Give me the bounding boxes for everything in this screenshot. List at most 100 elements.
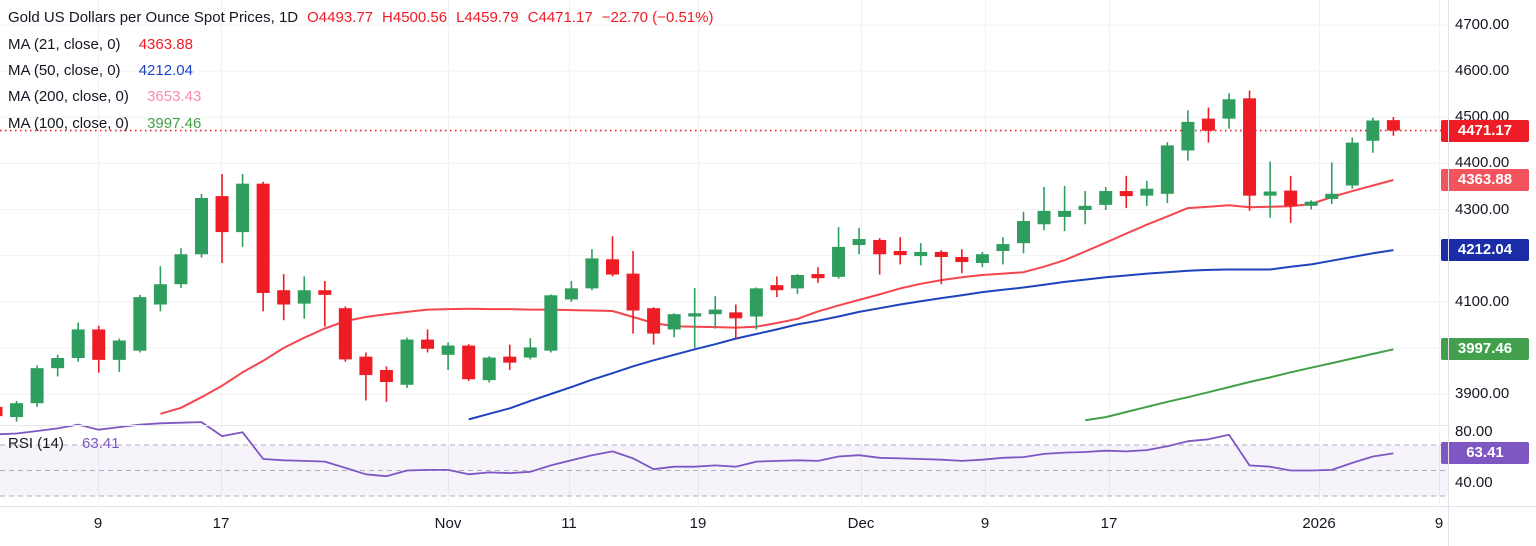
candle-down[interactable] <box>934 251 948 258</box>
indicator-ma200-row[interactable]: MA (200, close, 0) 3653.43 <box>8 86 201 107</box>
candle-up[interactable] <box>133 297 147 351</box>
candle-up[interactable] <box>1058 210 1072 217</box>
candle-down[interactable] <box>770 285 784 291</box>
chart-canvas[interactable] <box>0 0 1448 506</box>
candle-up[interactable] <box>564 288 578 300</box>
candle-up[interactable] <box>996 244 1010 252</box>
price-axis-label: 4700.00 <box>1455 16 1510 33</box>
candle-up[interactable] <box>195 197 208 255</box>
candle-up[interactable] <box>441 345 455 355</box>
candle-up[interactable] <box>585 258 599 289</box>
candle-up[interactable] <box>1140 188 1154 196</box>
candle-down[interactable] <box>421 339 435 349</box>
candle-up[interactable] <box>1078 205 1092 210</box>
indicator-ma100-value: 3997.46 <box>147 115 202 132</box>
ma100-line[interactable] <box>1085 348 1394 422</box>
candle-up[interactable] <box>544 295 558 351</box>
time-axis[interactable]: 9 17 Nov 11 19 Dec 9 17 2026 9 <box>0 507 1448 546</box>
candle-down[interactable] <box>256 183 270 293</box>
candle-down[interactable] <box>1243 98 1257 196</box>
candle-down[interactable] <box>359 356 373 376</box>
candle-up[interactable] <box>688 313 702 317</box>
price-axis-label: 4400.00 <box>1455 154 1510 172</box>
candle-down[interactable] <box>811 274 825 279</box>
candle-up[interactable] <box>482 357 496 381</box>
time-axis-label: 9 <box>1434 515 1444 532</box>
indicator-rsi-row[interactable]: RSI (14) 63.41 <box>8 433 120 454</box>
indicator-ma50-row[interactable]: MA (50, close, 0) 4212.04 <box>8 60 193 81</box>
candle-down[interactable] <box>0 406 3 417</box>
rsi-axis-label: 40.00 <box>1455 474 1493 492</box>
candle-up[interactable] <box>1345 142 1359 186</box>
time-axis-label: 19 <box>689 515 707 532</box>
candle-down[interactable] <box>462 345 476 380</box>
candle-up[interactable] <box>153 284 167 305</box>
candle-down[interactable] <box>1201 118 1215 131</box>
indicator-rsi-value: 63.41 <box>82 435 120 452</box>
candle-up[interactable] <box>1017 221 1030 244</box>
candle-down[interactable] <box>1386 120 1400 131</box>
candle-down[interactable] <box>277 290 291 305</box>
candle-up[interactable] <box>51 358 65 369</box>
candle-up[interactable] <box>297 290 311 304</box>
candle-down[interactable] <box>955 257 969 263</box>
price-badge-ma50: 4212.04 <box>1441 239 1529 262</box>
candle-down[interactable] <box>729 312 743 319</box>
candle-up[interactable] <box>236 183 250 233</box>
ohlc-low: L4459.79 <box>456 9 519 26</box>
candle-up[interactable] <box>667 314 681 330</box>
ohlc-high: H4500.56 <box>382 9 448 26</box>
candle-up[interactable] <box>790 274 804 289</box>
indicator-ma100-label: MA (100, close, 0) <box>8 115 129 132</box>
candle-up[interactable] <box>708 309 722 315</box>
ohlc-change: −22.70 (−0.51%) <box>601 9 714 26</box>
ma21-line[interactable] <box>160 179 1394 415</box>
candle-down[interactable] <box>379 370 393 383</box>
indicator-ma21-label: MA (21, close, 0) <box>8 36 121 53</box>
pane-separator[interactable] <box>0 425 1448 426</box>
time-axis-label: 17 <box>1100 515 1118 532</box>
candle-up[interactable] <box>1325 193 1339 199</box>
symbol-title-row[interactable]: Gold US Dollars per Ounce Spot Prices, 1… <box>8 7 713 28</box>
candle-up[interactable] <box>1160 145 1174 194</box>
candle-up[interactable] <box>1037 210 1051 225</box>
candle-up[interactable] <box>1263 191 1277 196</box>
candle-up[interactable] <box>112 340 126 360</box>
candle-up[interactable] <box>30 368 44 404</box>
candle-up[interactable] <box>71 329 85 359</box>
candle-up[interactable] <box>1222 99 1236 119</box>
indicator-ma50-value: 4212.04 <box>138 62 193 79</box>
indicator-ma21-row[interactable]: MA (21, close, 0) 4363.88 <box>8 34 193 55</box>
candle-up[interactable] <box>832 246 846 277</box>
candle-up[interactable] <box>914 251 928 257</box>
candle-up[interactable] <box>523 347 537 358</box>
candle-down[interactable] <box>318 290 332 295</box>
ma50-line[interactable] <box>468 249 1394 421</box>
rsi-line[interactable] <box>0 421 1394 478</box>
candle-up[interactable] <box>400 339 414 385</box>
ohlc-open: O4493.77 <box>307 9 374 26</box>
indicator-ma100-row[interactable]: MA (100, close, 0) 3997.46 <box>8 113 201 134</box>
candle-down[interactable] <box>338 308 352 360</box>
candle-up[interactable] <box>1099 191 1113 205</box>
candle-down[interactable] <box>215 196 229 233</box>
candle-up[interactable] <box>1366 120 1380 141</box>
candle-up[interactable] <box>174 254 188 285</box>
candle-down[interactable] <box>1284 190 1298 206</box>
price-axis[interactable]: 4700.00 4600.00 4500.00 4400.00 4300.00 4100.… <box>1441 0 1536 546</box>
indicator-ma50-label: MA (50, close, 0) <box>8 62 121 79</box>
candle-down[interactable] <box>503 356 517 363</box>
candle-down[interactable] <box>606 259 619 275</box>
candle-up[interactable] <box>10 403 24 418</box>
candle-down[interactable] <box>893 251 907 256</box>
candle-up[interactable] <box>852 239 866 246</box>
candle-up[interactable] <box>1181 121 1195 151</box>
candle-up[interactable] <box>749 288 763 317</box>
candle-down[interactable] <box>626 273 640 311</box>
candle-down[interactable] <box>1119 191 1133 197</box>
candle-up[interactable] <box>1304 201 1318 206</box>
candle-up[interactable] <box>975 254 989 264</box>
candle-down[interactable] <box>92 329 106 360</box>
candle-down[interactable] <box>647 308 661 334</box>
candle-down[interactable] <box>873 239 887 255</box>
